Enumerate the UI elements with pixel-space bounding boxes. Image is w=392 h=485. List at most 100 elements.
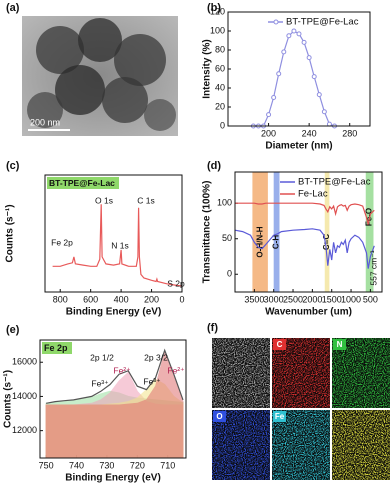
annotation: S 2p bbox=[167, 278, 185, 288]
map-label-box bbox=[273, 339, 286, 350]
band-label: C-H bbox=[272, 235, 281, 249]
marker bbox=[306, 55, 312, 61]
band bbox=[365, 172, 374, 292]
annotation: O 1s bbox=[95, 195, 113, 205]
x-tick-label: 400 bbox=[114, 294, 129, 304]
x-tick-label: 200 bbox=[261, 128, 276, 138]
map-label: N bbox=[337, 340, 343, 349]
map-signal bbox=[212, 338, 270, 408]
legend-box bbox=[47, 177, 119, 189]
y-tick-label: 0 bbox=[227, 269, 232, 279]
panel-label: (b) bbox=[207, 2, 221, 14]
x-tick-label: 730 bbox=[99, 460, 114, 470]
marker bbox=[281, 49, 287, 55]
panel-label: (c) bbox=[6, 160, 20, 172]
x-tick-label: 800 bbox=[53, 294, 68, 304]
marker bbox=[286, 33, 292, 39]
series-line bbox=[234, 228, 375, 269]
y-tick-label: 12000 bbox=[12, 425, 37, 435]
x-tick-label: 740 bbox=[69, 460, 84, 470]
band bbox=[324, 172, 330, 292]
legend-label: BT-TPE@Fe-Lac bbox=[49, 178, 115, 188]
particle bbox=[36, 26, 84, 74]
x-tick-label: 2000 bbox=[302, 294, 322, 304]
y-tick-label: 50 bbox=[222, 233, 232, 243]
y-axis-label: Counts (s⁻¹) bbox=[5, 204, 16, 262]
marker bbox=[276, 71, 282, 77]
series-line bbox=[235, 202, 375, 225]
x-tick-label: 600 bbox=[83, 294, 98, 304]
annotation: Fe 2p bbox=[51, 237, 73, 247]
plot-frame bbox=[227, 11, 371, 127]
map-label: C bbox=[277, 340, 283, 349]
y-tick-label: 80 bbox=[215, 44, 225, 54]
x-tick-label: 2500 bbox=[283, 294, 303, 304]
y-tick-label: 120 bbox=[210, 6, 225, 16]
plot-frame bbox=[234, 171, 383, 293]
band bbox=[252, 172, 268, 292]
annotation: 2p 1/2 bbox=[90, 352, 114, 362]
marker bbox=[311, 74, 317, 80]
annotation: Fe³⁺ bbox=[143, 376, 161, 386]
y-tick-label: 14000 bbox=[12, 391, 37, 401]
map-label-box bbox=[333, 339, 346, 350]
particle bbox=[144, 99, 176, 131]
marker bbox=[291, 28, 297, 34]
y-tick-label: 100 bbox=[210, 25, 225, 35]
x-axis-label: Diameter (nm) bbox=[265, 141, 332, 152]
band-label: O-H/N-H bbox=[255, 226, 264, 257]
particle bbox=[114, 34, 166, 86]
map-label-box bbox=[213, 411, 226, 422]
x-tick-label: 1500 bbox=[322, 294, 342, 304]
annotation: Fe²⁺ bbox=[167, 365, 185, 375]
x-tick-label: 0 bbox=[179, 294, 184, 304]
legend-marker bbox=[273, 19, 279, 25]
micrograph: 200 nm bbox=[22, 16, 178, 136]
particle bbox=[27, 92, 63, 128]
x-axis-label: Wavenumber (um) bbox=[265, 307, 352, 318]
header-box bbox=[42, 342, 72, 354]
map-signal bbox=[332, 410, 390, 480]
series-line bbox=[52, 204, 183, 287]
x-tick-label: 3500 bbox=[244, 294, 264, 304]
x-tick-label: 710 bbox=[160, 460, 175, 470]
y-tick-label: 60 bbox=[215, 63, 225, 73]
x-tick-label: 720 bbox=[130, 460, 145, 470]
particle bbox=[102, 77, 148, 123]
panel-label: (a) bbox=[6, 2, 20, 14]
x-tick-label: 750 bbox=[39, 460, 54, 470]
x-tick-label: 240 bbox=[302, 128, 317, 138]
y-axis-label: Intensity (%) bbox=[202, 39, 213, 98]
marker bbox=[301, 39, 307, 45]
annotation: 2p 3/2 bbox=[144, 352, 168, 362]
peak-area bbox=[45, 350, 184, 459]
marker bbox=[316, 92, 322, 98]
map-label-box bbox=[273, 411, 286, 422]
map-label: Fe bbox=[275, 412, 285, 421]
plot-frame bbox=[39, 339, 187, 459]
y-tick-label: 100 bbox=[217, 198, 232, 208]
legend-label: BT-TPE@Fe-Lac bbox=[298, 177, 371, 188]
x-tick-label: 1000 bbox=[341, 294, 361, 304]
annotation: Fe³⁺ bbox=[91, 378, 109, 388]
plot-frame bbox=[44, 174, 183, 293]
marker bbox=[296, 31, 302, 37]
legend-label: Fe-Lac bbox=[298, 189, 328, 200]
y-tick-label: 40 bbox=[215, 82, 225, 92]
panel-label: (e) bbox=[6, 324, 20, 336]
annotation: C 1s bbox=[137, 195, 154, 205]
x-tick-label: 200 bbox=[144, 294, 159, 304]
marker bbox=[271, 95, 277, 100]
panel-label: (d) bbox=[207, 160, 221, 172]
x-tick-label: 500 bbox=[363, 294, 378, 304]
marker bbox=[321, 109, 327, 115]
panel-label: (f) bbox=[207, 322, 218, 334]
x-tick-label: 3000 bbox=[264, 294, 284, 304]
x-axis-label: Binding Energy (eV) bbox=[65, 473, 161, 484]
marker bbox=[266, 112, 272, 118]
x-axis-label: Binding Energy (eV) bbox=[66, 307, 162, 318]
y-tick-label: 0 bbox=[220, 120, 225, 130]
annotation: Fe²⁺ bbox=[113, 365, 131, 375]
y-tick-label: 16000 bbox=[12, 357, 37, 367]
